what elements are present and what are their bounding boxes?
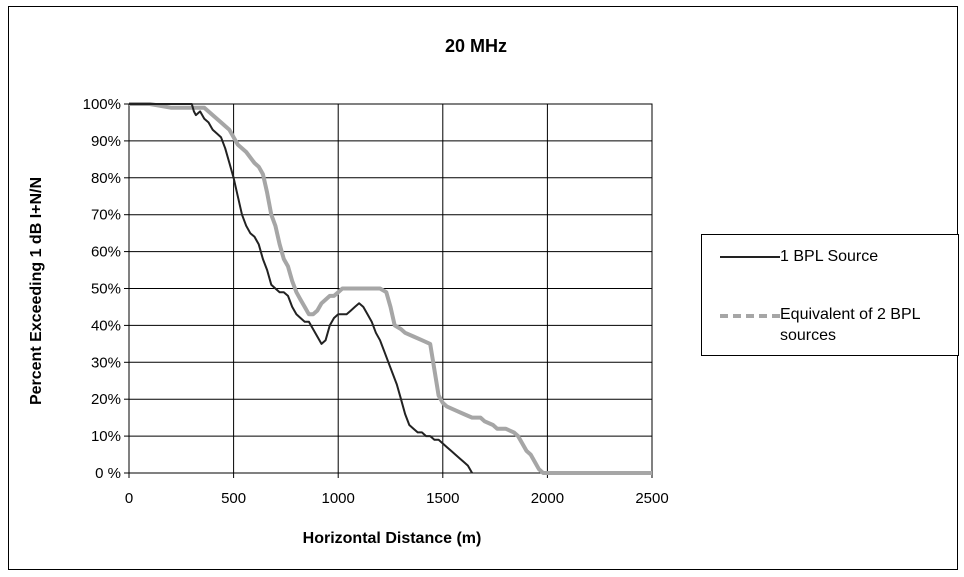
x-tick-label: 0 <box>125 490 133 507</box>
y-tick-label: 20% <box>91 391 121 408</box>
y-tick-label: 60% <box>91 244 121 261</box>
grid-lines <box>124 103 653 478</box>
chart-svg: 20 MHz 0 % 10% 20% 30% 40% 50% 60% 70% 80% 90% 100… <box>28 36 669 547</box>
x-tick-label: 500 <box>221 490 246 507</box>
legend-swatch-dashed <box>720 314 780 318</box>
chart-frame: 20 MHz 0 % 10% 20% 30% 40% 50% 60% 70% 80% 90% 100… <box>8 6 959 570</box>
y-tick-label: 30% <box>91 354 121 371</box>
x-tick-label: 1500 <box>426 490 459 507</box>
y-tick-label: 10% <box>91 428 121 445</box>
x-tick-label: 1000 <box>322 490 355 507</box>
legend-swatch-solid <box>720 256 780 258</box>
y-tick-label: 50% <box>91 281 121 298</box>
x-tick-label: 2500 <box>635 490 668 507</box>
y-tick-label: 0 % <box>95 465 121 482</box>
y-tick-label: 90% <box>91 133 121 150</box>
y-tick-label: 70% <box>91 207 121 224</box>
y-tick-label: 80% <box>91 170 121 187</box>
legend: 1 BPL Source Equivalent of 2 BPL sources <box>701 234 959 356</box>
x-tick-label: 2000 <box>531 490 564 507</box>
y-axis-title: Percent Exceeding 1 dB I+N/N <box>28 177 45 405</box>
legend-label-1: 1 BPL Source <box>780 248 879 265</box>
series-line-2bpl <box>129 102 652 475</box>
x-axis-title: Horizontal Distance (m) <box>303 530 482 547</box>
series-line-1bpl <box>129 103 473 474</box>
tick-labels: 0 % 10% 20% 30% 40% 50% 60% 70% 80% 90% 100% 0 500 10… <box>83 96 669 507</box>
plot-area-border <box>128 103 653 474</box>
y-tick-label: 100% <box>83 96 121 113</box>
y-tick-label: 40% <box>91 317 121 334</box>
legend-label-2: Equivalent of 2 BPL sources <box>780 306 920 344</box>
chart-title: 20 MHz <box>445 36 507 56</box>
series-lines <box>129 102 652 475</box>
